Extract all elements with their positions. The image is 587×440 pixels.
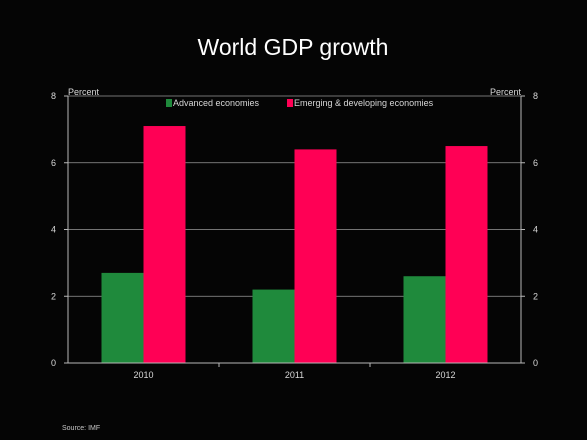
bar-advanced-2011 (253, 290, 295, 363)
bars (102, 126, 488, 363)
bar-advanced-2012 (404, 276, 446, 363)
y-tick-label-right: 6 (533, 158, 538, 168)
y-tick-label-right: 0 (533, 358, 538, 368)
y-tick-label-left: 6 (51, 158, 56, 168)
y-tick-label-left: 0 (51, 358, 56, 368)
y-tick-label-left: 2 (51, 291, 56, 301)
x-category-label: 2012 (435, 370, 455, 380)
y-axis-unit-left: Percent (68, 87, 100, 97)
y-tick-label-right: 2 (533, 291, 538, 301)
legend-label-emerging: Emerging & developing economies (294, 98, 434, 108)
y-tick-label-left: 4 (51, 225, 56, 235)
source-note: Source: IMF (62, 425, 100, 432)
legend: Advanced economies Emerging & developing … (166, 98, 434, 108)
legend-swatch-advanced (166, 99, 172, 107)
bar-emerging-2012 (446, 146, 488, 363)
bar-emerging-2011 (295, 149, 337, 363)
x-category-label: 2010 (133, 370, 153, 380)
legend-swatch-emerging (287, 99, 293, 107)
category-labels: 2010 2011 2012 (133, 370, 455, 380)
bar-advanced-2010 (102, 273, 144, 363)
chart-title: World GDP growth (198, 34, 389, 60)
y-tick-label-right: 4 (533, 225, 538, 235)
x-category-label: 2011 (285, 370, 304, 380)
y-axis-unit-right: Percent (490, 87, 522, 97)
y-tick-label-left: 8 (51, 91, 56, 101)
bar-emerging-2010 (144, 126, 186, 363)
legend-label-advanced: Advanced economies (173, 98, 260, 108)
y-tick-label-right: 8 (533, 91, 538, 101)
